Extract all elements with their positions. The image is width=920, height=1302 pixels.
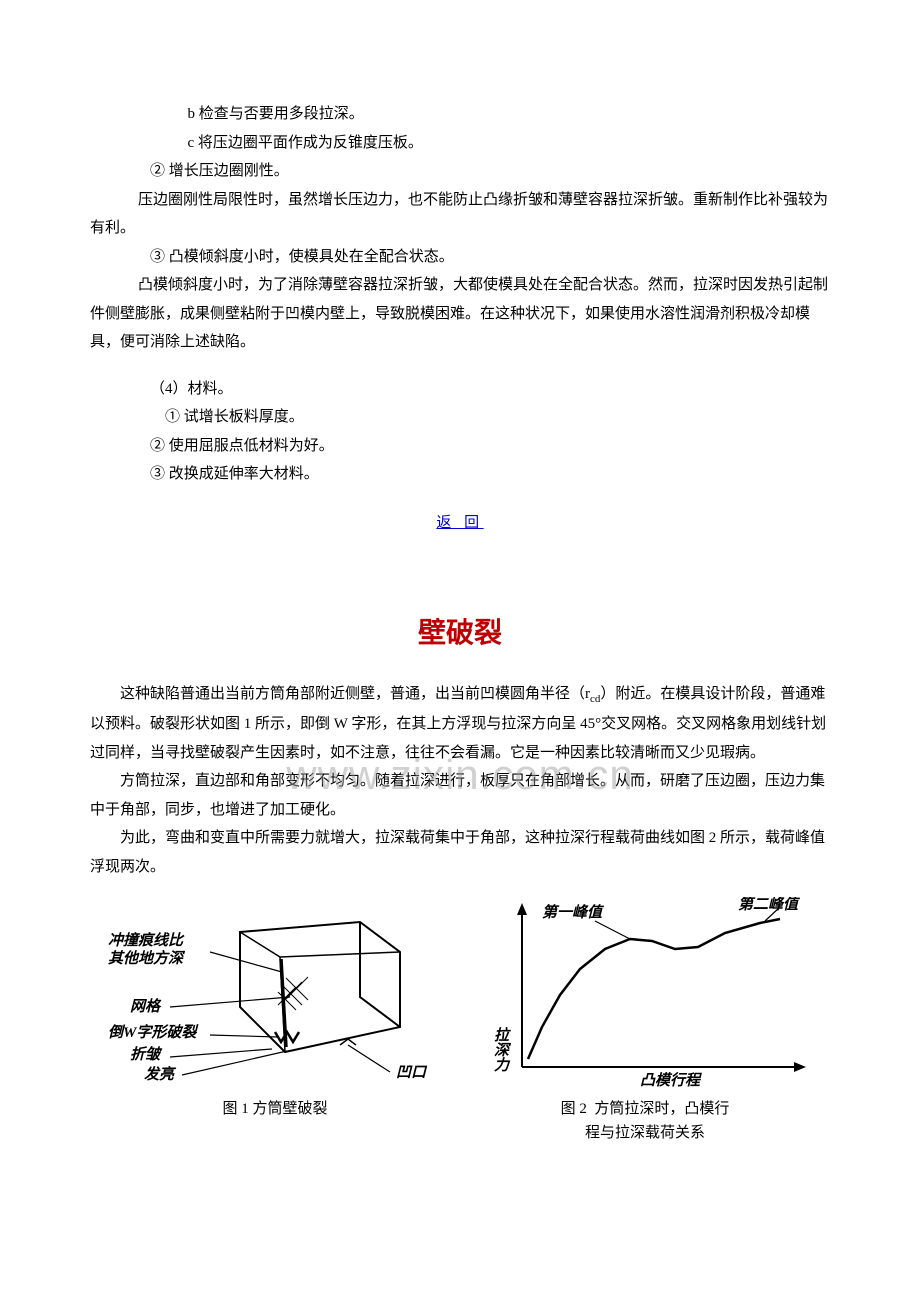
line-c: c 将压边圈平面作成为反锥度压板。 bbox=[90, 129, 830, 158]
figure-1-svg: 冲撞痕线比 其他地方深 网格 倒W字形破裂 折皱 发亮 凹口 bbox=[100, 897, 440, 1087]
item2-body: 压边圈刚性局限性时，虽然增长压边力，也不能防止凸缘折皱和薄壁容器拉深折皱。重新制… bbox=[90, 186, 830, 243]
fig1-label-crack: 倒W字形破裂 bbox=[108, 1023, 199, 1041]
fig1-label-shine: 发亮 bbox=[144, 1065, 177, 1083]
fig2-peak1-label: 第一峰值 bbox=[542, 903, 605, 921]
item3-body: 凸模倾斜度小时，为了消除薄壁容器拉深折皱，大都使模具处在全配合状态。然而，拉深时… bbox=[90, 271, 830, 357]
fig1-label-impact-l1: 冲撞痕线比 bbox=[108, 931, 185, 949]
figure-1: 冲撞痕线比 其他地方深 网格 倒W字形破裂 折皱 发亮 凹口 bbox=[90, 897, 450, 1087]
figure-2: 第一峰值 第二峰值 拉深力 凸模行程 bbox=[470, 897, 830, 1087]
figure-1-caption: 图 1 方筒壁破裂 bbox=[90, 1097, 460, 1145]
p1-sub: cd bbox=[590, 693, 600, 705]
body-p1: 这种缺陷普通出当前方筒角部附近侧壁，普通，出当前凹模圆角半径（rcd）附近。在模… bbox=[90, 680, 830, 767]
fig2-xlabel: 凸模行程 bbox=[640, 1072, 702, 1087]
section-title: 壁破裂 bbox=[90, 607, 830, 660]
body-p3: 为此，弯曲和变直中所需要力就增大，拉深载荷集中于角部，这种拉深行程载荷曲线如图 … bbox=[90, 824, 830, 881]
figures-row: 冲撞痕线比 其他地方深 网格 倒W字形破裂 折皱 发亮 凹口 bbox=[90, 897, 830, 1087]
fig1-label-mesh: 网格 bbox=[130, 998, 162, 1015]
figure-2-caption: 图 2 方筒拉深时，凸模行 程与拉深载荷关系 bbox=[460, 1097, 830, 1145]
section4: （4）材料。 bbox=[90, 375, 830, 404]
line-b: b 检查与否要用多段拉深。 bbox=[90, 100, 830, 129]
fig1-label-notch: 凹口 bbox=[396, 1065, 428, 1081]
caption-row: 图 1 方筒壁破裂 图 2 方筒拉深时，凸模行 程与拉深载荷关系 bbox=[90, 1097, 830, 1145]
body-p2: 方筒拉深，直边部和角部变形不均匀。随着拉深进行，板厚只在角部增长。从而，研磨了压… bbox=[90, 767, 830, 824]
fig2-ylabel: 拉深力 bbox=[491, 1026, 509, 1072]
fig1-label-impact-l2: 其他地方深 bbox=[108, 949, 186, 967]
s4-2: ② 使用屈服点低材料为好。 bbox=[90, 432, 830, 461]
fig2-curve bbox=[528, 919, 780, 1059]
fig2-caption-l2: 程与拉深载荷关系 bbox=[585, 1125, 705, 1141]
item2-title: ② 增长压边圈刚性。 bbox=[90, 157, 830, 186]
return-link-container: 返 回 bbox=[90, 509, 830, 538]
s4-3: ③ 改换成延伸率大材料。 bbox=[90, 460, 830, 489]
figure-2-svg: 第一峰值 第二峰值 拉深力 凸模行程 bbox=[480, 897, 820, 1087]
fig2-peak2-label: 第二峰值 bbox=[738, 897, 801, 913]
p1-text-a: 这种缺陷普通出当前方筒角部附近侧壁，普通，出当前凹模圆角半径（r bbox=[120, 686, 590, 702]
fig1-label-fold: 折皱 bbox=[130, 1046, 163, 1063]
return-link[interactable]: 返 回 bbox=[436, 515, 483, 531]
fig2-caption-l1: 图 2 方筒拉深时，凸模行 bbox=[561, 1101, 730, 1117]
s4-1: ① 试增长板料厚度。 bbox=[90, 403, 830, 432]
item3-title: ③ 凸模倾斜度小时，使模具处在全配合状态。 bbox=[90, 243, 830, 272]
